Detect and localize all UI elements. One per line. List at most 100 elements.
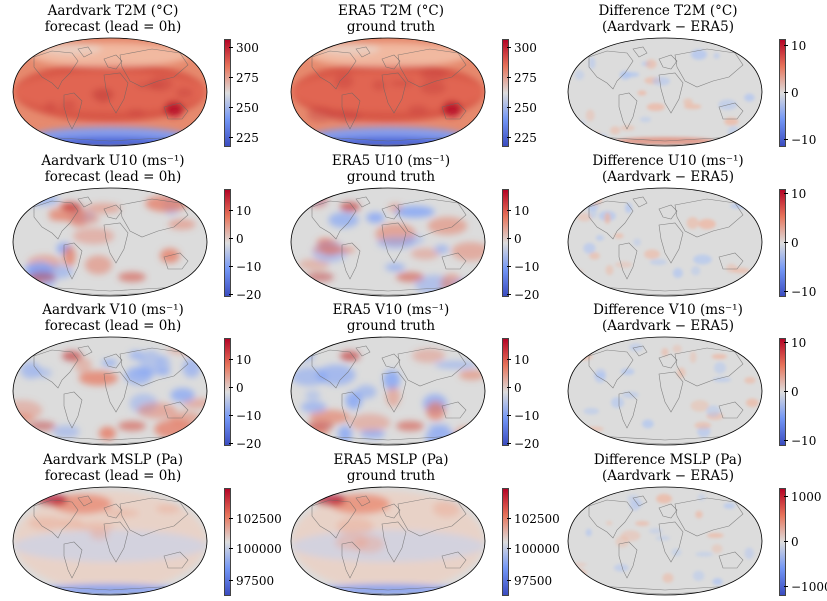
map-panel: ERA5 MSLP (Pa) ground truth 102500 100000 97… [284,452,560,601]
colorbar-tick: 10 [784,336,827,350]
tick-label: 1000 [791,490,822,505]
colorbar-tick: −1000 [784,580,827,594]
panel-title-line1: Aardvark T2M (°C) [47,3,179,19]
panel-title-line1: Aardvark MSLP (Pa) [43,452,183,468]
tick-mark [507,237,511,239]
tick-label: 10 [236,204,252,219]
tick-label: 250 [236,100,259,115]
tick-mark [229,106,233,108]
map-panel: Aardvark T2M (°C) forecast (lead = 0h) 300… [6,3,281,152]
world-map [12,336,208,446]
panel-title: ERA5 MSLP (Pa) ground truth [284,452,498,484]
colorbar-tick: 1000 [784,490,827,504]
colorbar-tick: 0 [784,385,827,399]
colorbar-tick: 0 [784,535,827,549]
colorbar-tick: 275 [229,71,289,85]
tick-label: 300 [514,41,537,56]
map-panel: ERA5 V10 (ms⁻¹) ground truth 10 0 −10 −20 [284,302,559,451]
colorbar-tick: 10 [229,204,289,218]
tick-mark [229,77,233,79]
tick-mark [229,266,233,268]
panel-title-line1: Difference T2M (°C) [598,3,738,19]
tick-label: 275 [514,71,537,86]
colorbar [224,189,231,297]
tick-label: −20 [514,436,540,451]
panel-title-line1: ERA5 U10 (ms⁻¹) [331,153,451,169]
tick-label: 300 [236,41,259,56]
colorbar-tick: 102500 [229,512,289,526]
panel-title-line2: forecast (lead = 0h) [44,318,182,334]
tick-mark [507,77,511,79]
tick-mark [507,47,511,49]
tick-label: −10 [791,284,817,299]
map-panel: Difference U10 (ms⁻¹) (Aardvark − ERA5) 10… [561,153,827,302]
colorbar-tick: 250 [507,101,567,115]
colorbar-tick: 10 [229,353,289,367]
map-panel: ERA5 T2M (°C) ground truth 300 275 250 225 [284,3,559,152]
panel-title-line1: Difference MSLP (Pa) [593,452,743,468]
tick-mark [229,237,233,239]
colorbar [502,488,509,596]
tick-label: 0 [514,380,522,395]
world-map [290,187,486,297]
panel-title-line1: ERA5 V10 (ms⁻¹) [332,302,450,318]
colorbar-tick: −10 [507,260,567,274]
colorbar-tick: 250 [229,101,289,115]
colorbar-tick: −10 [784,285,827,299]
tick-label: 0 [236,380,244,395]
tick-mark [784,45,788,47]
tick-label: 0 [236,231,244,246]
tick-mark [784,391,788,392]
colorbar-tick: −10 [784,434,827,448]
colorbar-tick: 275 [507,71,567,85]
tick-mark [229,47,233,49]
tick-label: 10 [514,204,530,219]
panel-title-line2: (Aardvark − ERA5) [602,19,734,35]
colorbar-tick: −20 [229,288,289,302]
colorbar-tick: −20 [507,288,567,302]
colorbar-tick: 0 [507,232,567,246]
colorbar-tick: 300 [229,41,289,55]
tick-mark [784,242,788,243]
world-map [290,37,486,147]
map-panel: Difference V10 (ms⁻¹) (Aardvark − ERA5) 10… [561,302,827,451]
panel-title: Aardvark MSLP (Pa) forecast (lead = 0h) [6,452,220,484]
panel-title-line2: ground truth [346,169,436,185]
tick-label: 0 [791,535,799,549]
panel-title: Aardvark V10 (ms⁻¹) forecast (lead = 0h) [6,302,220,334]
tick-mark [507,442,511,444]
panel-title: Difference V10 (ms⁻¹) (Aardvark − ERA5) [561,302,775,334]
tick-label: −10 [514,260,540,275]
panel-title-line1: Difference V10 (ms⁻¹) [593,302,743,318]
tick-mark [229,517,233,519]
colorbar-tick: 300 [507,41,567,55]
tick-mark [784,496,788,498]
tick-label: 10 [514,353,530,368]
tick-label: 225 [236,130,259,145]
tick-mark [507,293,511,295]
colorbar [502,338,509,446]
colorbar-tick: −10 [229,260,289,274]
tick-label: 0 [791,385,799,399]
tick-mark [784,541,788,542]
colorbar [779,39,786,147]
panel-title-line2: (Aardvark − ERA5) [602,468,734,484]
map-panel: ERA5 U10 (ms⁻¹) ground truth 10 0 −10 −20 [284,153,559,302]
panel-title: Aardvark U10 (ms⁻¹) forecast (lead = 0h) [6,153,220,185]
tick-mark [507,386,511,388]
tick-mark [229,359,233,361]
panel-title-line2: ground truth [346,318,436,334]
panel-title: ERA5 V10 (ms⁻¹) ground truth [284,302,498,334]
tick-label: 275 [236,71,259,86]
panel-title-line1: Aardvark V10 (ms⁻¹) [42,302,184,318]
colorbar-tick: 0 [784,86,827,100]
tick-label: 0 [791,86,799,100]
tick-label: −1000 [791,579,827,594]
tick-label: −10 [791,132,817,147]
colorbar-tick: 10 [507,353,567,367]
colorbar-tick: 10 [784,39,827,53]
tick-label: −20 [236,436,262,451]
tick-label: −20 [514,287,540,302]
tick-mark [784,138,788,140]
colorbar-tick: 97500 [507,574,567,588]
